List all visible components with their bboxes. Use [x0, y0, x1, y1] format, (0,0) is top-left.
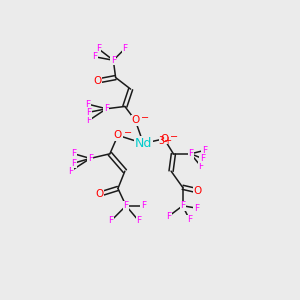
- Text: O: O: [114, 130, 122, 140]
- Text: O: O: [131, 115, 140, 125]
- Text: O: O: [160, 134, 168, 144]
- Text: F: F: [86, 116, 92, 125]
- Text: F: F: [85, 100, 91, 109]
- Text: F: F: [124, 201, 129, 210]
- Text: F: F: [71, 158, 76, 167]
- Text: F: F: [86, 108, 92, 117]
- Text: −: −: [124, 128, 132, 139]
- Text: F: F: [92, 52, 98, 61]
- Text: F: F: [122, 44, 128, 53]
- Text: F: F: [187, 215, 192, 224]
- Text: O: O: [93, 76, 101, 86]
- Text: F: F: [88, 154, 93, 163]
- Text: O: O: [95, 189, 104, 199]
- Text: F: F: [104, 104, 109, 113]
- Text: F: F: [141, 201, 146, 210]
- Text: F: F: [111, 56, 116, 65]
- Text: F: F: [68, 167, 73, 176]
- Text: −: −: [141, 113, 149, 124]
- Text: O: O: [194, 186, 202, 196]
- Text: F: F: [180, 201, 185, 210]
- Text: F: F: [188, 149, 193, 158]
- Text: Nd: Nd: [135, 137, 152, 150]
- Text: F: F: [71, 149, 76, 158]
- Text: 3+: 3+: [158, 136, 172, 146]
- Text: F: F: [194, 204, 199, 213]
- Text: F: F: [166, 212, 171, 221]
- Text: F: F: [200, 154, 205, 163]
- Text: F: F: [136, 216, 141, 225]
- Text: −: −: [170, 132, 178, 142]
- Text: F: F: [199, 162, 204, 171]
- Text: F: F: [96, 44, 101, 53]
- Text: F: F: [109, 216, 114, 225]
- Text: F: F: [202, 146, 207, 155]
